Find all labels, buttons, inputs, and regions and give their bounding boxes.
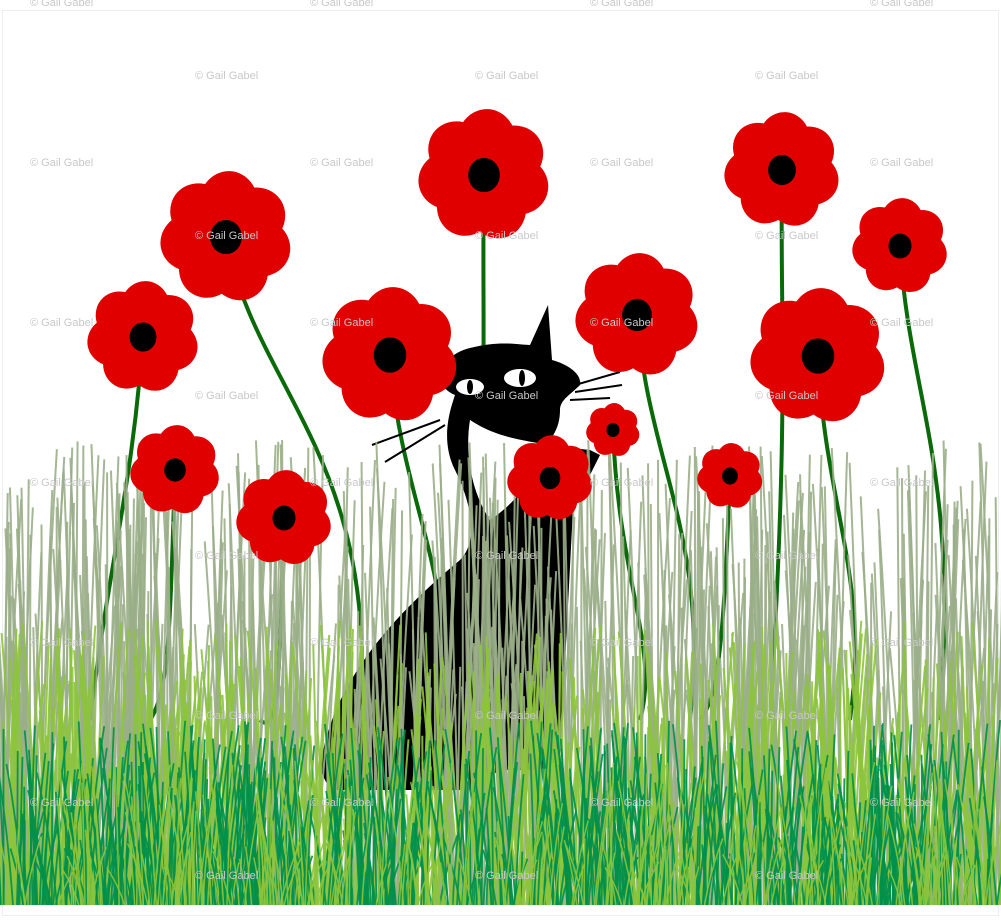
poppy-center [210,219,242,255]
poppy-center [272,505,296,531]
poppy-center [539,466,561,490]
poppy-stem [611,429,648,721]
poppy-center [801,338,835,374]
poppies [87,109,947,565]
poppy-flower [575,253,698,375]
poppy-flower [750,288,885,422]
poppy-flower [697,443,763,508]
poppy-center [468,157,500,193]
artwork-frame [2,10,999,916]
poppy-flower [724,112,839,226]
poppy-center [373,337,407,373]
poppy-center [888,233,912,259]
poppy-flower [418,109,549,239]
poppy-center [606,422,620,438]
grass [0,440,1001,906]
poppy-flower [586,403,640,456]
cat-pupil-left [467,380,473,394]
poppy-flower [130,425,219,514]
poppy-center [164,458,186,482]
poppy-flower [322,287,457,421]
poppy-flower [87,281,198,391]
cat-pupil-right [519,370,525,386]
poppy-center [129,322,157,352]
poppy-flower [160,171,291,301]
poppy-flower [507,435,592,520]
poppy-center [622,298,652,332]
cat-whiskers [371,371,623,463]
poppy-center [768,154,796,186]
poppy-flower [236,470,331,565]
poppy-center [722,467,738,485]
poppy-flower [852,198,947,293]
